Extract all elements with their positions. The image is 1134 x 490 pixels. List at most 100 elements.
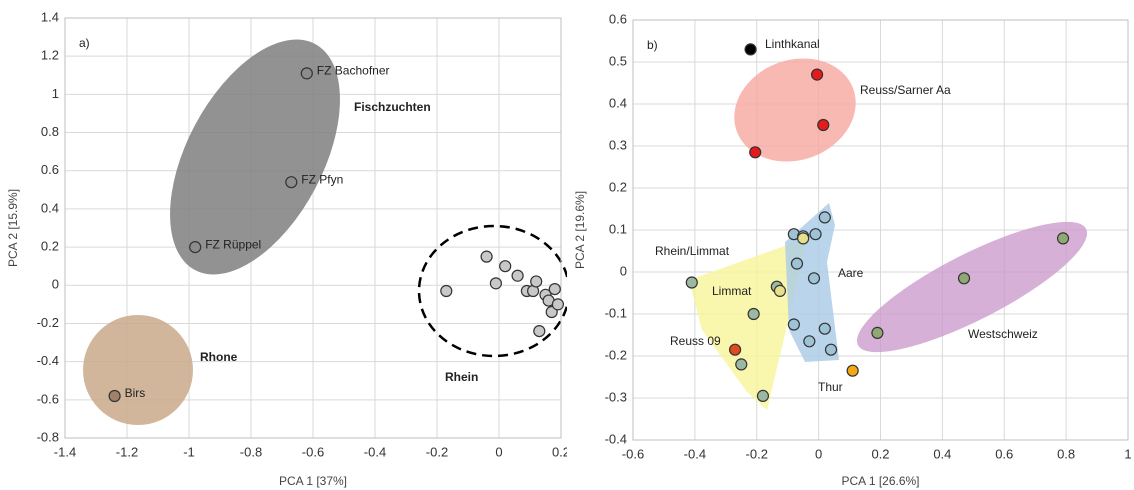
x-tick-label: 0.4 [933,446,951,461]
panel-a: -0.8 -0.6 -0.4 -0.2 0 0.2 0.4 0.6 0.8 1 1.2 1.4 -1.4… [6,9,567,488]
point [499,260,512,273]
point [480,250,493,263]
y-tick-label: -0.6 [37,391,59,406]
point [1056,232,1070,245]
y-tick-label: 0.4 [609,95,627,110]
x-axis-label: PCA 1 [26.6%] [841,474,919,488]
point [810,68,824,81]
x-tick-label: 0.2 [871,446,889,461]
x-tick-label: -0.6 [302,444,324,459]
point [551,298,565,311]
group-label: Linthkanal [765,37,820,51]
y-tick-label: -0.4 [605,431,627,446]
panel-b: -0.4-0.3-0.2-0.100.10.20.30.40.50.6-0.6-… [573,11,1131,488]
x-tick-label: -0.4 [684,446,706,461]
point [818,211,831,224]
point [756,389,770,402]
panel-label: a) [79,36,90,50]
group-label: Aare [838,266,864,280]
point-label: FZ Rüppel [205,237,261,251]
y-tick-label: -0.2 [37,315,59,330]
point [533,324,546,338]
point [735,358,748,371]
group-ellipse [170,39,340,275]
point [790,257,804,270]
point [749,146,762,159]
group-label: Reuss 09 [670,334,721,348]
y-tick-label: -0.1 [605,305,627,320]
group-label: Rhein/Limmat [655,244,730,258]
point [747,307,760,321]
y-tick-label: -0.2 [605,347,627,362]
y-tick-label: -0.3 [605,389,627,404]
y-axis-label: PCA 2 [19.6%] [573,191,587,269]
x-tick-label: 0.8 [1057,446,1075,461]
point [108,389,121,403]
x-tick-label: 0 [815,446,822,461]
point [530,275,543,288]
point [685,276,698,289]
y-tick-label: 0.6 [609,11,627,26]
point [744,43,757,56]
point [189,240,202,254]
group-label: Reuss/Sarner Aa [860,83,951,97]
y-tick-label: 1 [52,86,59,101]
group-ellipse [856,221,1088,353]
group-circle [83,315,193,425]
plot-frame [64,17,562,439]
x-tick-label: -0.6 [622,446,644,461]
plot-frame [632,19,1129,441]
group-dashed [417,224,567,358]
point [728,343,742,356]
point [824,343,838,356]
y-axis-label: PCA 2 [15.9%] [6,189,20,267]
x-axis-label: PCA 1 [37%] [279,474,347,488]
y-tick-label: 0.4 [41,200,59,215]
y-tick-label: 0.2 [609,179,627,194]
point [846,364,859,377]
x-tick-label: -0.2 [426,444,448,459]
point [285,176,298,189]
point-label: FZ Pfyn [301,172,343,186]
point [440,284,453,298]
point [548,282,561,296]
x-tick-label: -0.8 [240,444,262,459]
point [871,326,884,339]
y-tick-label: 1.4 [41,9,59,24]
point [300,67,313,80]
y-tick-label: 1.2 [41,48,59,63]
y-tick-label: -0.4 [37,353,59,368]
y-tick-label: 0.8 [41,124,59,139]
y-tick-label: 0.5 [609,53,627,68]
point [511,269,524,282]
y-tick-label: 0.1 [609,221,627,236]
y-tick-label: 0.6 [41,162,59,177]
point [773,284,787,297]
group-label: Rhein [445,370,478,384]
point [817,118,830,132]
panel-label: b) [647,38,658,52]
x-tick-label: 0 [495,444,502,459]
y-tick-label: 0 [52,277,59,292]
point [797,232,810,245]
group-label: Fischzuchten [354,100,431,114]
x-tick-label: -0.2 [746,446,768,461]
y-tick-label: 0.3 [609,137,627,152]
x-tick-label: -1 [183,444,195,459]
point [803,335,816,348]
x-tick-label: 0.6 [995,446,1013,461]
point [957,272,971,285]
point [787,318,800,331]
point [489,277,502,290]
point [809,228,822,241]
x-tick-label: 1 [1124,446,1131,461]
point-label: FZ Bachofner [317,64,390,78]
x-tick-label: -1.2 [116,444,138,459]
group-label: Rhone [200,350,238,364]
x-tick-label: 0.2 [552,444,567,459]
point [818,322,831,335]
y-tick-label: -0.8 [37,429,59,444]
group-label: Limmat [712,284,752,298]
group-label: Thur [818,380,843,394]
